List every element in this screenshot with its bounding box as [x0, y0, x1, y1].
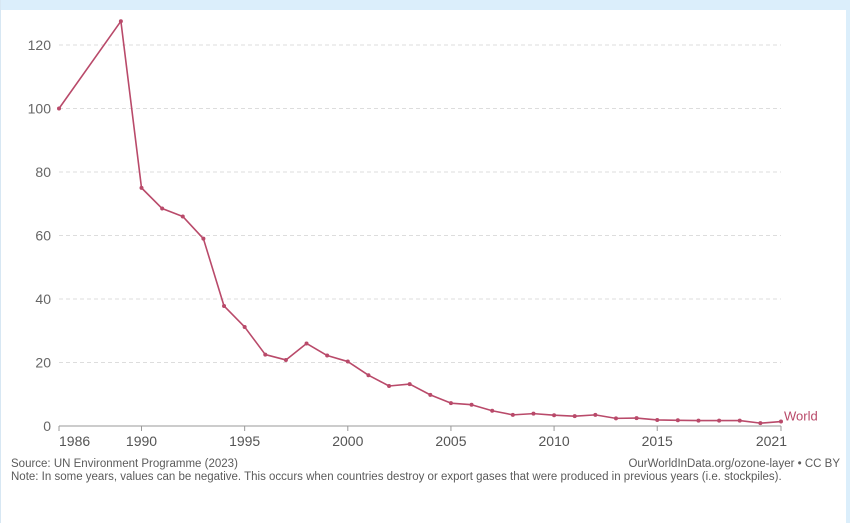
data-point	[407, 382, 412, 387]
data-point	[180, 214, 185, 219]
data-point	[531, 411, 536, 416]
y-tick-label: 40	[35, 291, 51, 307]
data-point	[490, 408, 495, 413]
data-point	[304, 341, 309, 346]
y-tick-label: 80	[35, 164, 51, 180]
series-world: World	[57, 19, 818, 426]
y-tick-label: 120	[28, 37, 52, 53]
y-tick-label: 100	[28, 101, 52, 117]
y-tick-label: 20	[35, 355, 51, 371]
data-point	[634, 416, 639, 421]
data-point	[696, 418, 701, 423]
x-tick-label: 2010	[539, 433, 570, 449]
attribution-link[interactable]: OurWorldInData.org/ozone-layer • CC BY	[628, 458, 840, 470]
source-text: Source: UN Environment Programme (2023)	[11, 458, 238, 470]
x-axis-ticks: 1986 1990 1995 2000 2005 2010 2015 2021	[58, 426, 787, 449]
x-tick-label: 1990	[126, 433, 157, 449]
data-point	[387, 383, 392, 388]
note-text: Note: In some years, values can be negat…	[11, 471, 782, 483]
data-point	[758, 421, 763, 426]
data-point	[325, 353, 330, 358]
data-point	[737, 418, 742, 423]
data-point	[675, 418, 680, 423]
data-point	[552, 413, 557, 418]
x-tick-label: 2000	[332, 433, 363, 449]
x-tick-label: 2015	[642, 433, 673, 449]
data-point	[510, 412, 515, 417]
data-point	[448, 401, 453, 406]
data-point	[428, 392, 433, 397]
right-band	[846, 0, 850, 523]
x-tick-label: 2021	[756, 433, 787, 449]
y-tick-label: 0	[43, 418, 51, 434]
data-point	[593, 412, 598, 417]
data-point	[655, 417, 660, 422]
data-point	[717, 418, 722, 423]
gridlines	[59, 44, 781, 427]
line-chart: 0 20 40 60 80 100 120 1986 1990 1995 2000 2005 2010…	[28, 19, 818, 449]
data-point	[118, 19, 123, 24]
data-point	[139, 185, 144, 190]
data-point	[779, 419, 783, 424]
data-point	[242, 324, 247, 329]
series-label: World	[784, 409, 818, 424]
data-point	[469, 402, 474, 407]
data-point	[263, 352, 268, 357]
x-tick-label: 2005	[435, 433, 466, 449]
y-tick-label: 60	[35, 228, 51, 244]
data-point	[201, 236, 206, 241]
data-point	[613, 416, 618, 421]
top-band	[1, 0, 850, 10]
data-point	[572, 414, 577, 419]
data-point	[345, 359, 350, 364]
series-line	[58, 20, 782, 424]
data-point	[57, 106, 61, 111]
y-axis-ticks: 0 20 40 60 80 100 120	[28, 37, 52, 434]
data-point	[160, 206, 165, 211]
x-tick-label: 1986	[59, 433, 90, 449]
data-point	[283, 357, 288, 362]
x-tick-label: 1995	[229, 433, 260, 449]
data-point	[366, 373, 371, 378]
data-point	[222, 303, 227, 308]
